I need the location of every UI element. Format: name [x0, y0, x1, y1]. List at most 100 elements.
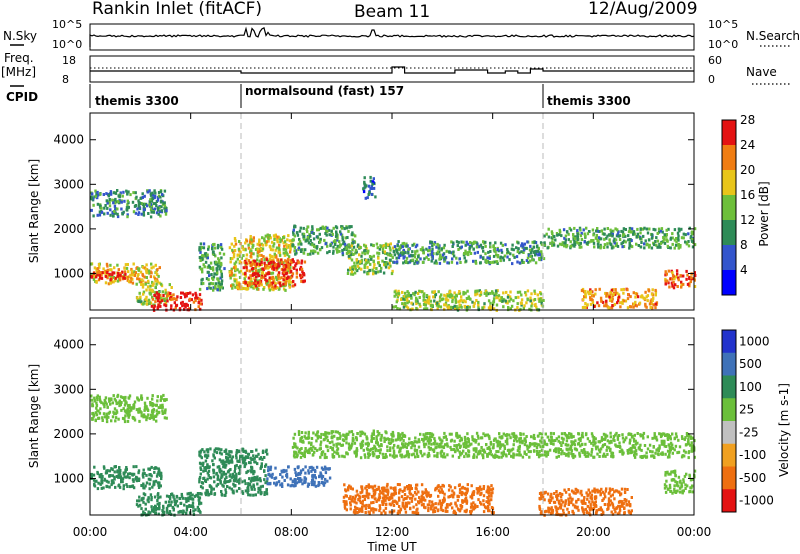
- data-cell: [96, 398, 99, 402]
- data-cell: [372, 270, 375, 274]
- data-cell: [648, 227, 651, 231]
- data-cell: [479, 500, 482, 504]
- data-cell: [507, 306, 510, 309]
- data-cell: [429, 299, 433, 303]
- data-cell: [302, 226, 305, 230]
- data-cell: [488, 509, 491, 513]
- data-cell: [316, 235, 319, 239]
- data-cell: [556, 244, 560, 248]
- data-cell: [168, 283, 171, 287]
- data-cell: [260, 462, 263, 466]
- data-cell: [386, 262, 389, 266]
- data-cell: [132, 406, 135, 410]
- data-cell: [594, 236, 598, 240]
- data-cell: [363, 498, 367, 501]
- data-cell: [278, 251, 282, 255]
- data-cell: [286, 483, 290, 487]
- data-cell: [143, 406, 147, 410]
- data-cell: [393, 492, 396, 496]
- data-cell: [348, 484, 351, 488]
- data-cell: [244, 462, 248, 466]
- data-cell: [652, 296, 655, 300]
- data-cell: [239, 477, 242, 481]
- data-cell: [102, 193, 105, 196]
- data-cell: [267, 469, 270, 473]
- data-cell: [144, 502, 147, 506]
- data-cell: [643, 297, 647, 301]
- data-cell: [113, 475, 116, 479]
- data-cell: [328, 441, 332, 445]
- data-cell: [532, 250, 535, 254]
- data-cell: [112, 394, 115, 398]
- data-cell: [277, 281, 280, 285]
- data-cell: [264, 464, 267, 468]
- data-cell: [98, 213, 102, 217]
- data-cell: [411, 302, 415, 306]
- data-cell: [676, 272, 679, 276]
- data-cell: [587, 292, 591, 296]
- data-cell: [126, 213, 129, 217]
- data-cell: [470, 496, 474, 500]
- data-cell: [284, 259, 287, 263]
- data-cell: [407, 291, 410, 295]
- data-cell: [488, 486, 491, 490]
- data-cell: [301, 248, 304, 252]
- data-cell: [147, 500, 150, 504]
- data-cell: [167, 500, 171, 504]
- data-cell: [314, 250, 317, 254]
- data-cell: [91, 192, 94, 196]
- data-cell: [424, 498, 427, 502]
- data-cell: [520, 301, 523, 305]
- data-cell: [565, 244, 569, 247]
- data-cell: [148, 203, 151, 207]
- data-cell: [634, 303, 637, 307]
- data-cell: [375, 437, 378, 441]
- data-cell: [343, 455, 346, 459]
- data-cell: [475, 487, 479, 491]
- data-cell: [198, 256, 202, 259]
- data-cell: [392, 249, 396, 253]
- data-cell: [492, 297, 496, 301]
- data-cell: [154, 191, 157, 195]
- data-cell: [628, 246, 631, 250]
- data-cell: [470, 502, 473, 506]
- data-cell: [125, 189, 128, 193]
- data-cell: [136, 277, 139, 281]
- data-cell: [158, 507, 161, 511]
- data-cell: [219, 269, 223, 273]
- data-cell: [541, 453, 544, 457]
- data-cell: [384, 242, 388, 246]
- data-cell: [422, 502, 425, 506]
- data-cell: [207, 469, 211, 473]
- data-cell: [343, 504, 347, 508]
- data-cell: [425, 493, 428, 497]
- data-cell: [232, 252, 236, 256]
- data-cell: [111, 273, 114, 277]
- data-cell: [218, 478, 222, 482]
- data-cell: [641, 295, 644, 299]
- data-cell: [98, 411, 102, 415]
- data-cell: [172, 297, 175, 301]
- data-cell: [308, 451, 311, 455]
- data-cell: [427, 509, 430, 513]
- data-cell: [665, 233, 668, 236]
- data-cell: [420, 503, 424, 507]
- data-cell: [202, 461, 205, 465]
- data-cell: [219, 276, 222, 280]
- data-cell: [583, 240, 586, 244]
- data-cell: [395, 260, 399, 264]
- data-cell: [543, 234, 546, 238]
- data-cell: [418, 496, 421, 500]
- data-cell: [195, 295, 198, 299]
- data-cell: [506, 301, 509, 305]
- data-cell: [419, 290, 422, 293]
- data-cell: [205, 277, 209, 281]
- data-cell: [323, 238, 326, 242]
- data-cell: [282, 282, 285, 286]
- data-cell: [686, 282, 690, 286]
- data-cell: [445, 294, 448, 298]
- data-cell: [336, 437, 339, 441]
- power-scatter: [90, 175, 697, 312]
- data-cell: [124, 399, 127, 403]
- data-cell: [127, 190, 130, 194]
